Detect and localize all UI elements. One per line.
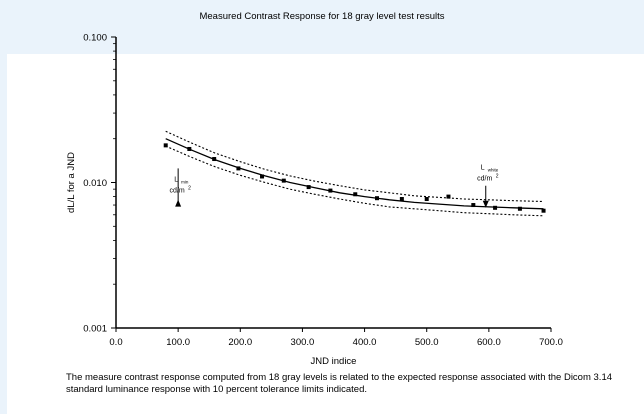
annotation-superscript: 2	[188, 185, 191, 191]
x-tick-label: 300.0	[291, 337, 315, 348]
data-point	[446, 194, 451, 199]
data-point	[517, 206, 522, 211]
annotation-subscript: min	[181, 179, 189, 184]
x-axis-label: JND indice	[311, 356, 357, 367]
data-point	[163, 143, 168, 148]
data-point	[399, 197, 404, 202]
y-tick-label: 0.100	[83, 33, 107, 44]
data-point	[260, 174, 265, 179]
tolerance-limit-line	[165, 145, 544, 217]
tolerance-limit-line	[165, 130, 544, 203]
x-tick-label: 600.0	[477, 337, 501, 348]
chart-caption: The measure contrast response computed f…	[66, 372, 613, 395]
annotation-unit: cd/m	[477, 176, 492, 183]
annotation-superscript: 2	[496, 174, 499, 180]
x-tick-label: 200.0	[228, 337, 252, 348]
annotation-arrowhead	[482, 200, 489, 208]
x-tick-label: 0.0	[109, 337, 122, 348]
annotation-label: L	[174, 176, 178, 183]
annotation-label: L	[481, 165, 485, 172]
data-point	[541, 208, 546, 213]
y-tick-label: 0.001	[83, 324, 107, 335]
annotation-unit: cd/m	[170, 187, 185, 194]
x-tick-label: 100.0	[166, 337, 190, 348]
x-tick-label: 500.0	[415, 337, 439, 348]
data-point	[424, 197, 429, 202]
left-edge-band	[0, 0, 7, 414]
x-tick-label: 700.0	[539, 337, 563, 348]
data-point	[471, 203, 476, 208]
annotation-subscript: white	[488, 168, 499, 173]
expected-response-line	[165, 138, 544, 210]
header-band	[0, 0, 644, 54]
chart-title: Measured Contrast Response for 18 gray l…	[199, 11, 445, 22]
x-tick-label: 400.0	[353, 337, 377, 348]
data-point	[493, 205, 498, 210]
y-axis-label: dL/L for a JND	[66, 152, 77, 213]
data-point	[353, 192, 358, 197]
y-tick-label: 0.010	[83, 178, 107, 189]
annotation-arrowhead	[175, 199, 182, 207]
